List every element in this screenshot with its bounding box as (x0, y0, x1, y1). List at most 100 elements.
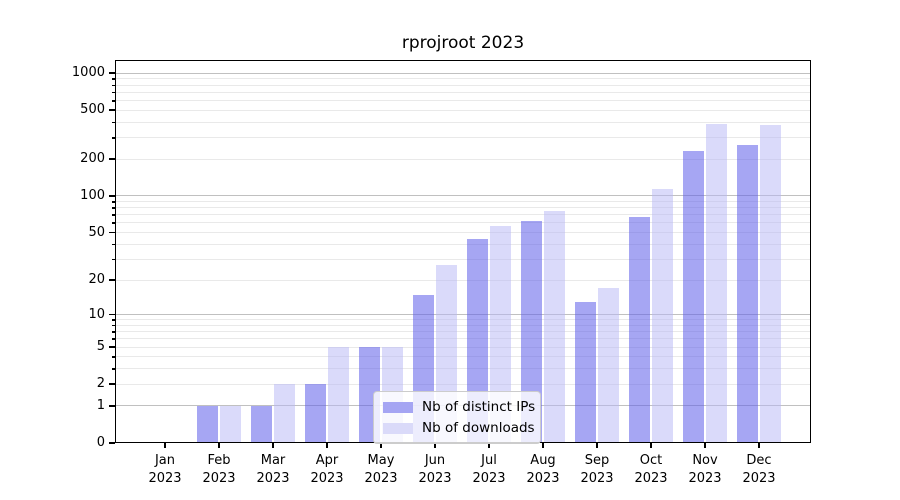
bar-nb-of-downloads-oct-2023 (651, 188, 673, 443)
gridline-minor-y-500 (115, 109, 811, 111)
bar-nb-of-distinct-ips-mar-2023 (251, 405, 273, 443)
bar-nb-of-distinct-ips-oct-2023 (629, 217, 651, 443)
y-tick-mark-20 (109, 279, 115, 281)
gridline-minor-y-4 (115, 356, 811, 358)
x-tick-label-sep-2023: Sep 2023 (580, 453, 614, 486)
y-tick-mark-500 (109, 109, 115, 111)
x-tick-label-dec-2023: Dec 2023 (742, 453, 776, 486)
y-tick-mark-50 (109, 231, 115, 234)
x-tick-label-mar-2023: Mar 2023 (256, 453, 290, 486)
gridline-minor-y-9 (115, 319, 811, 321)
x-tick-label-apr-2023: Apr 2023 (310, 453, 344, 486)
gridline-minor-y-2 (115, 383, 811, 385)
bar-nb-of-distinct-ips-sep-2023 (575, 301, 597, 443)
gridline-minor-y-3 (115, 368, 811, 370)
y-tick-label-100: 100 (80, 187, 105, 203)
bar-nb-of-downloads-feb-2023 (219, 405, 241, 443)
gridline-minor-y-300 (115, 137, 811, 139)
y-minor-tick-mark-7 (111, 331, 115, 333)
x-tick-label-may-2023: May 2023 (364, 453, 398, 486)
bar-nb-of-downloads-sep-2023 (597, 288, 619, 443)
y-tick-label-20: 20 (88, 272, 105, 288)
x-tick-mark-apr-2023 (326, 443, 328, 448)
gridline-minor-y-5 (115, 346, 811, 348)
y-tick-mark-1 (109, 405, 115, 407)
y-minor-tick-mark-600 (111, 100, 115, 102)
gridline-minor-y-70 (115, 214, 811, 216)
legend: Nb of distinct IPs Nb of downloads (373, 391, 541, 444)
y-tick-mark-100 (109, 195, 115, 197)
x-tick-label-nov-2023: Nov 2023 (688, 453, 722, 486)
gridline-minor-y-400 (115, 121, 811, 123)
x-tick-mark-jun-2023 (434, 443, 436, 448)
bar-nb-of-downloads-aug-2023 (543, 210, 565, 443)
y-tick-mark-1000 (109, 72, 115, 74)
y-minor-tick-mark-6 (111, 338, 115, 340)
gridline-minor-y-600 (115, 100, 811, 101)
gridline-minor-y-800 (115, 84, 811, 86)
gridline-major-y-1000 (115, 72, 811, 74)
legend-item-distinct-ips: Nb of distinct IPs (383, 399, 535, 415)
y-minor-tick-mark-8 (111, 324, 115, 327)
y-minor-tick-mark-9 (111, 319, 115, 321)
gridline-minor-y-6 (115, 338, 811, 340)
y-minor-tick-mark-60 (111, 222, 115, 224)
y-tick-mark-200 (109, 158, 115, 160)
x-tick-mark-jul-2023 (488, 443, 490, 448)
y-minor-tick-mark-300 (111, 137, 115, 139)
bar-nb-of-downloads-apr-2023 (327, 347, 349, 443)
gridline-minor-y-60 (115, 222, 811, 224)
bar-nb-of-downloads-jul-2023 (489, 225, 511, 443)
x-tick-mark-mar-2023 (272, 443, 274, 448)
bar-nb-of-distinct-ips-feb-2023 (197, 405, 219, 443)
x-tick-mark-aug-2023 (542, 443, 544, 448)
y-tick-label-50: 50 (88, 224, 105, 240)
bar-nb-of-distinct-ips-nov-2023 (683, 150, 705, 443)
y-tick-label-10: 10 (88, 306, 105, 322)
y-minor-tick-mark-30 (111, 258, 115, 261)
legend-item-downloads: Nb of downloads (383, 420, 535, 436)
y-minor-tick-mark-80 (111, 207, 115, 209)
bar-nb-of-downloads-dec-2023 (759, 124, 781, 443)
x-tick-label-aug-2023: Aug 2023 (526, 453, 560, 486)
y-tick-label-2: 2 (96, 376, 105, 392)
y-tick-label-5: 5 (96, 339, 105, 355)
x-tick-label-oct-2023: Oct 2023 (634, 453, 668, 486)
x-tick-mark-feb-2023 (218, 443, 220, 448)
x-tick-mark-sep-2023 (596, 443, 598, 448)
legend-swatch-downloads (383, 422, 413, 434)
x-tick-mark-oct-2023 (650, 443, 652, 448)
gridline-minor-y-90 (115, 201, 811, 203)
x-tick-label-jan-2023: Jan 2023 (148, 453, 182, 486)
y-tick-label-500: 500 (80, 102, 105, 118)
gridline-minor-y-7 (115, 331, 811, 333)
x-tick-label-jun-2023: Jun 2023 (418, 453, 452, 486)
x-tick-label-feb-2023: Feb 2023 (202, 453, 236, 486)
bar-nb-of-downloads-nov-2023 (705, 123, 727, 443)
y-minor-tick-mark-900 (111, 78, 115, 80)
x-tick-mark-may-2023 (380, 443, 382, 448)
gridline-minor-y-900 (115, 78, 811, 80)
x-tick-mark-dec-2023 (758, 443, 760, 448)
y-minor-tick-mark-40 (111, 243, 115, 246)
y-tick-label-1: 1 (96, 397, 105, 413)
y-minor-tick-mark-800 (111, 84, 115, 87)
gridline-minor-y-80 (115, 207, 811, 209)
y-minor-tick-mark-70 (111, 214, 115, 216)
gridline-major-y-100 (115, 195, 811, 197)
legend-label-distinct-ips: Nb of distinct IPs (422, 399, 536, 415)
y-minor-tick-mark-4 (111, 356, 115, 358)
gridline-minor-y-30 (115, 258, 811, 260)
gridline-minor-y-20 (115, 279, 811, 281)
y-tick-mark-5 (109, 346, 115, 348)
y-minor-tick-mark-700 (111, 91, 115, 94)
y-minor-tick-mark-90 (111, 201, 115, 203)
bar-nb-of-downloads-mar-2023 (273, 384, 295, 443)
y-tick-mark-2 (109, 383, 115, 385)
y-tick-mark-0 (109, 442, 115, 444)
y-tick-label-0: 0 (96, 435, 105, 450)
bar-nb-of-distinct-ips-aug-2023 (521, 221, 543, 443)
chart-title: rprojroot 2023 (401, 33, 525, 53)
y-minor-tick-mark-3 (111, 368, 115, 370)
